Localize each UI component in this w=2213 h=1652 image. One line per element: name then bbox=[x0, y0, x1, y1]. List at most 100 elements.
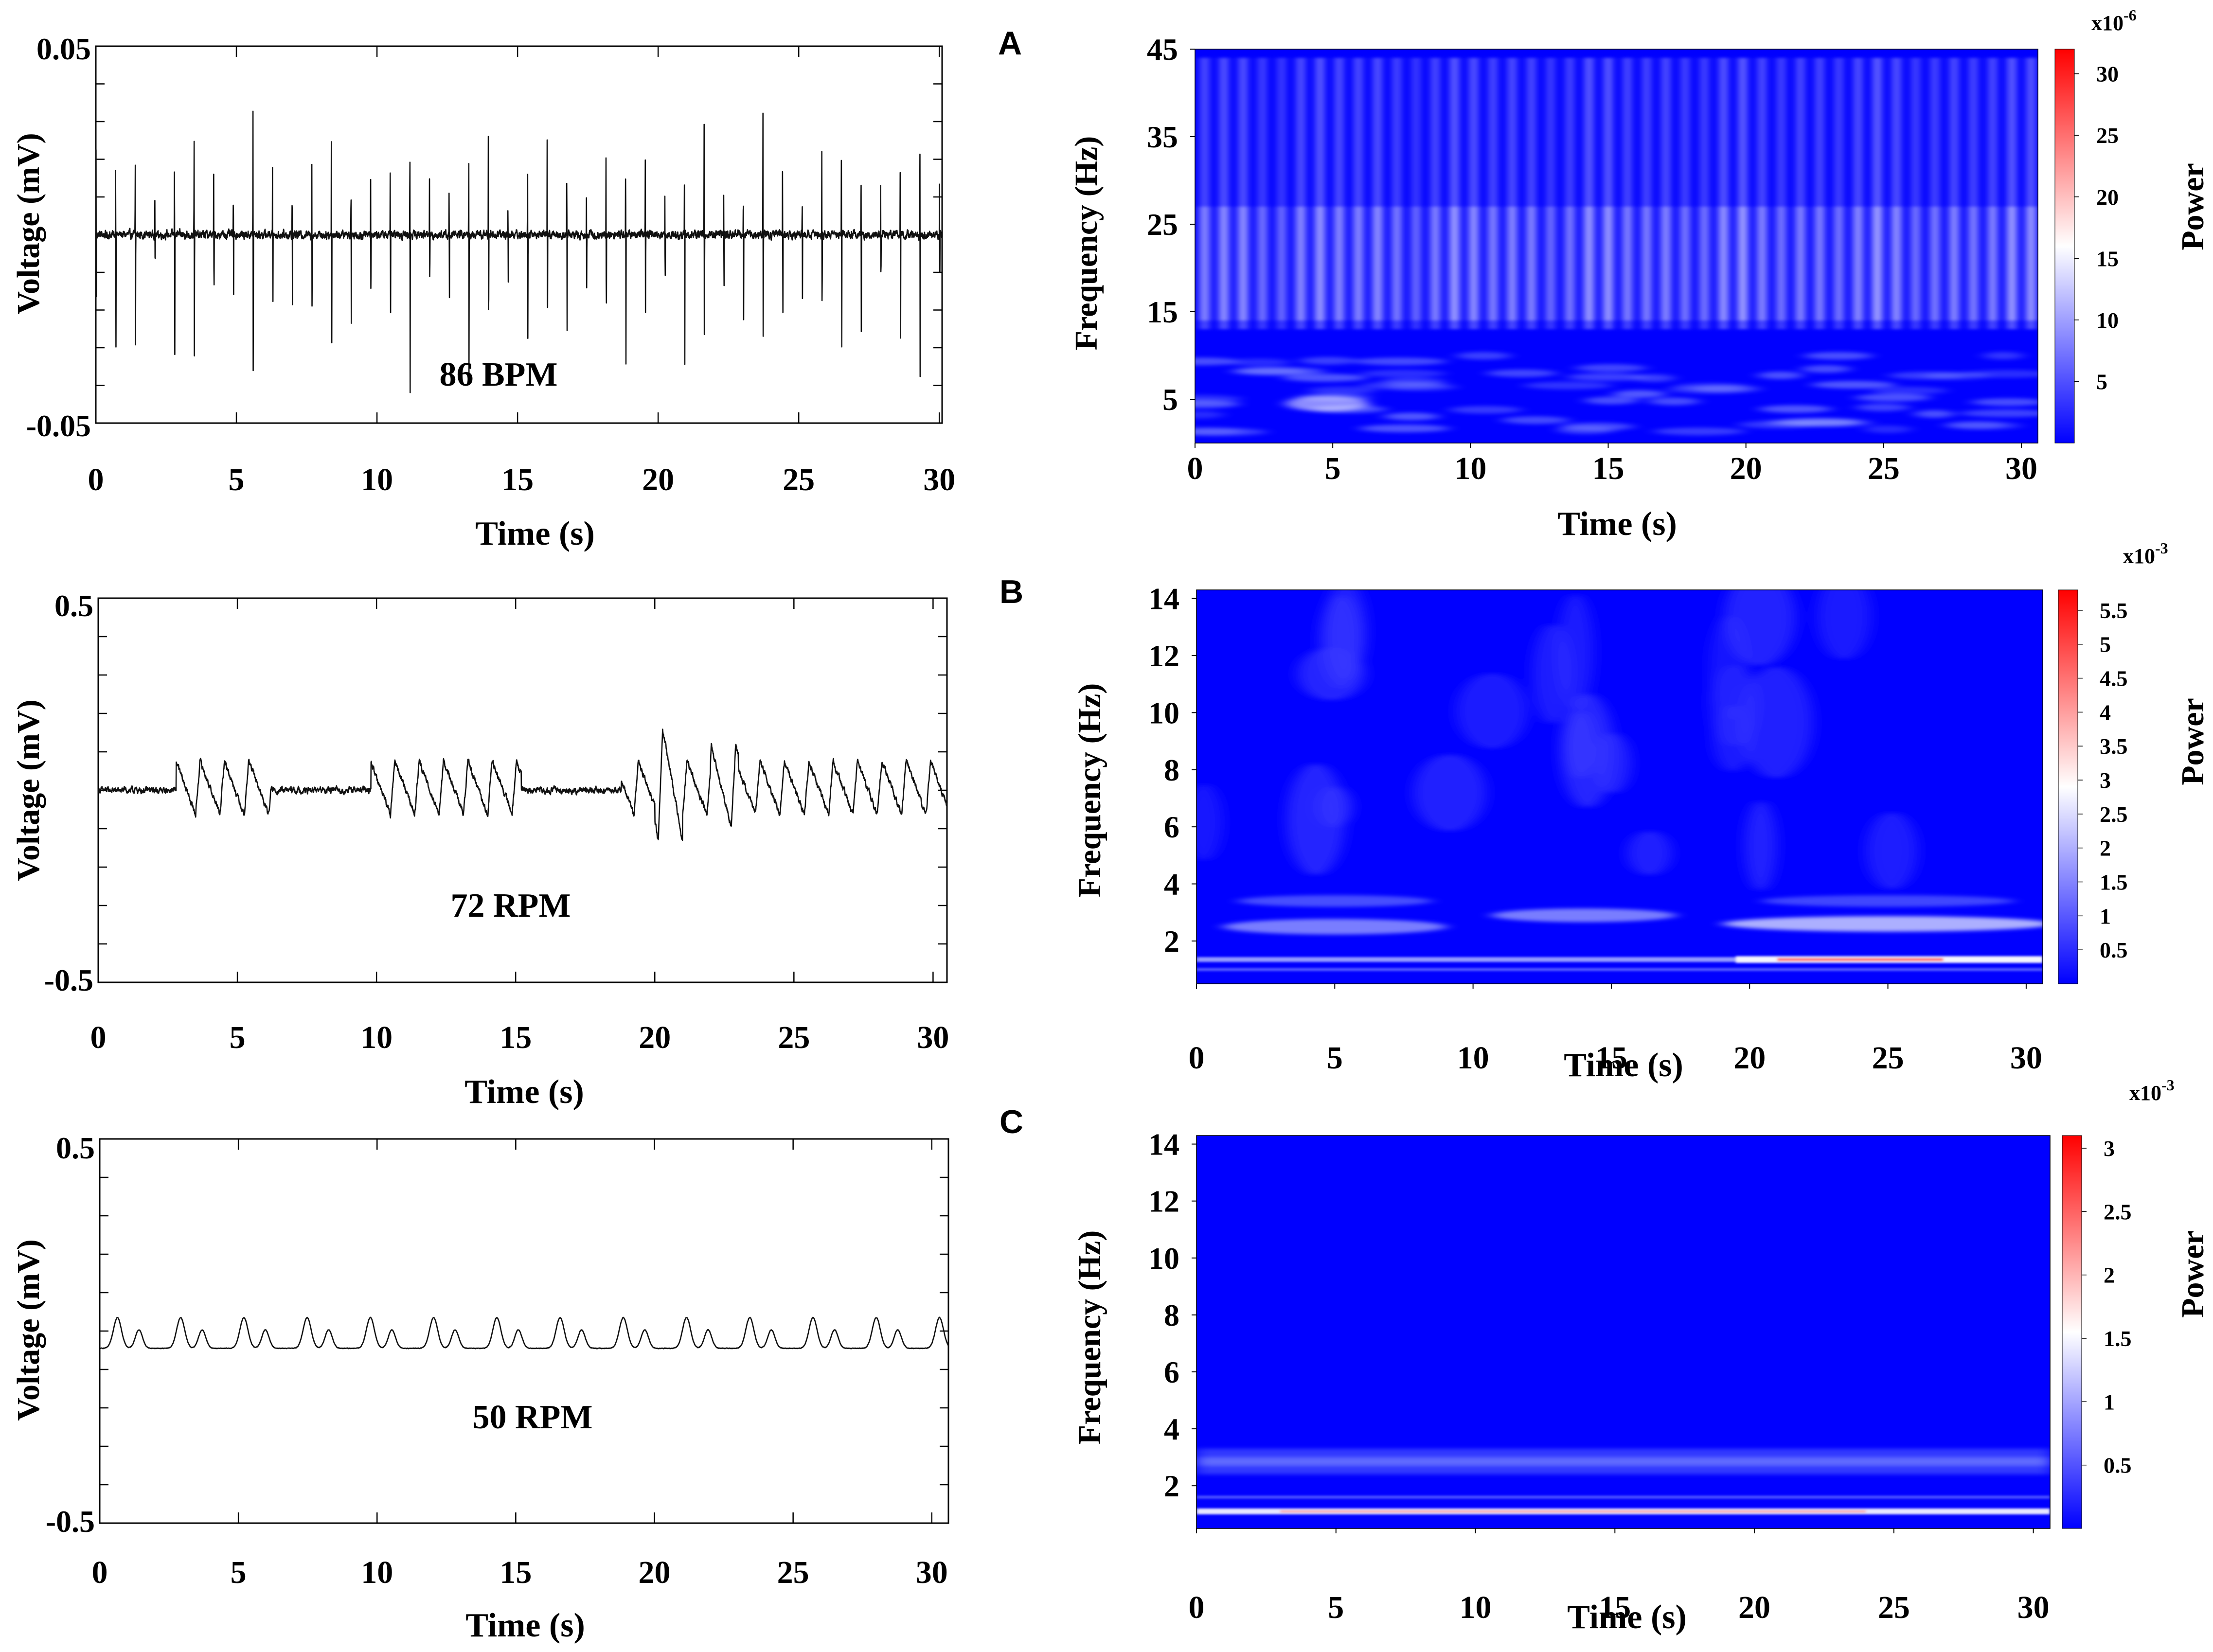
spectrogram-y-tick-label-c-1: 4 bbox=[1164, 1412, 1179, 1446]
spectrogram-stripe-a-33 bbox=[1836, 58, 1841, 329]
spectrogram-y-tick-label-b-6: 14 bbox=[1148, 582, 1179, 616]
spectrogram-y-tick-labels-a: 5 15 25 35 45 bbox=[1147, 32, 1178, 417]
spectrogram-x-tick-label-a-2: 10 bbox=[1454, 451, 1486, 486]
spectrogram-y-tick-label-c-3: 8 bbox=[1164, 1298, 1179, 1332]
spectrogram-stripe-a-12 bbox=[1432, 58, 1438, 329]
spectrogram-stripe-a-10 bbox=[1394, 58, 1399, 329]
spectrogram-stripe-core-a-25 bbox=[1680, 207, 1690, 320]
spectrogram-stripe-core-a-32 bbox=[1815, 207, 1824, 320]
spectrogram-line-b-2 bbox=[1196, 968, 2043, 971]
spectrogram-x-tick-label-c-3: 15 bbox=[1599, 1590, 1631, 1625]
spectrogram-x-tick-label-a-6: 30 bbox=[2005, 451, 2037, 486]
colorbar-exponent-power-a: -6 bbox=[2124, 6, 2137, 24]
spectrogram-stripe-core-a-43 bbox=[2026, 207, 2035, 320]
spectrogram-haze-b-20 bbox=[1324, 590, 1367, 681]
spectrogram-stripe-core-a-1 bbox=[1219, 207, 1229, 320]
spectrogram-y-tick-labels-b: 2 4 6 8 10 12 14 bbox=[1148, 582, 1179, 959]
spectrogram-noise-a-24 bbox=[1567, 373, 1646, 381]
colorbar-gradient-c bbox=[2062, 1135, 2082, 1529]
spectrogram-stripe-a-26 bbox=[1702, 58, 1707, 329]
colorbar-tick-label-a-0: 5 bbox=[2096, 369, 2107, 394]
spectrogram-stripe-core-a-26 bbox=[1700, 207, 1709, 320]
spectrogram-noise-a-47 bbox=[1759, 405, 1831, 413]
spectrogram-ticks-c bbox=[1192, 1143, 2034, 1533]
ecg-x-tick-label-c-1: 5 bbox=[231, 1555, 247, 1590]
colorbar-tick-label-b-6: 3.5 bbox=[2100, 734, 2128, 759]
ecg-annotation-a: 86 BPM bbox=[439, 356, 557, 393]
ecg-x-tick-label-b-5: 25 bbox=[778, 1020, 810, 1055]
spectrogram-stripe-a-30 bbox=[1779, 58, 1784, 329]
spectrogram-stripe-core-a-39 bbox=[1949, 207, 1959, 320]
spectrogram-stripe-core-a-15 bbox=[1488, 207, 1498, 320]
colorbar-exponent-power-b: -3 bbox=[2155, 539, 2168, 557]
spectrogram-stripe-core-a-12 bbox=[1430, 207, 1440, 320]
spectrogram-noise-a-5 bbox=[1229, 358, 1290, 367]
spectrogram-line-b-0 bbox=[1196, 957, 2043, 962]
spectrogram-stripe-a-19 bbox=[1567, 58, 1572, 329]
spectrogram-haze-b-18 bbox=[1532, 624, 1572, 724]
spectrogram-noise-a-56 bbox=[1359, 424, 1449, 432]
colorbar-tick-label-c-4: 2.5 bbox=[2104, 1199, 2132, 1224]
colorbar-tick-label-b-4: 2.5 bbox=[2100, 802, 2128, 827]
ecg-chart-a: 86 BPM 0 5 10 15 20 25 30 -0.05 0.05 Time (s) V… bbox=[11, 32, 955, 552]
spectrogram-fundamental-b bbox=[1196, 956, 2043, 971]
spectrogram-stripe-core-a-23 bbox=[1642, 207, 1651, 320]
spectrogram-fundamental-c bbox=[1196, 1495, 2050, 1514]
spectrogram-y-tick-label-b-3: 8 bbox=[1164, 753, 1179, 787]
spectrogram-stripe-core-a-42 bbox=[2007, 207, 2017, 320]
ecg-x-tick-label-c-2: 10 bbox=[361, 1555, 393, 1590]
ecg-xlabel-b: Time (s) bbox=[464, 1073, 584, 1111]
spectrogram-stripe-a-29 bbox=[1759, 58, 1765, 329]
spectrogram-ticks-a bbox=[1190, 49, 2022, 448]
panel-letter-a: A bbox=[998, 25, 1022, 62]
spectrogram-beat-stripes-a bbox=[1200, 58, 2035, 329]
spectrogram-frame-a bbox=[1195, 49, 2038, 444]
spectrogram-stripe-a-4 bbox=[1279, 58, 1284, 329]
spectrogram-noise-a-4 bbox=[1758, 371, 1803, 379]
spectrogram-noise-a-12 bbox=[1654, 427, 1745, 436]
ecg-x-tick-label-a-1: 5 bbox=[229, 462, 245, 497]
spectrogram-x-tick-label-b-0: 0 bbox=[1189, 1040, 1205, 1076]
ecg-y-tick-label-b-0: -0.5 bbox=[44, 963, 93, 997]
spectrogram-noise-a-50 bbox=[1948, 422, 2022, 430]
colorbar-tick-label-b-7: 4 bbox=[2100, 700, 2111, 725]
spectrogram-band-b-0 bbox=[1223, 919, 1447, 935]
spectrogram-noise-a-19 bbox=[1300, 356, 1356, 365]
colorbar-exponent-base-c: x10 bbox=[2129, 1081, 2161, 1105]
ecg-ticks-b bbox=[97, 598, 947, 982]
spectrogram-y-tick-label-b-5: 12 bbox=[1148, 639, 1179, 673]
spectrogram-stripe-core-a-34 bbox=[1854, 207, 1863, 320]
spectrogram-y-tick-label-c-0: 2 bbox=[1164, 1469, 1179, 1503]
spectrogram-stripe-a-0 bbox=[1202, 58, 1207, 329]
spectrogram-noise-a-52 bbox=[1633, 374, 1675, 382]
spectrogram-stripe-a-11 bbox=[1413, 58, 1419, 329]
spectrogram-noise-a-48 bbox=[1360, 381, 1446, 390]
colorbar-tick-label-a-5: 30 bbox=[2096, 62, 2119, 87]
spectrogram-noise-a-27 bbox=[1195, 395, 1241, 403]
colorbar-tick-label-a-2: 15 bbox=[2096, 246, 2119, 271]
spectrogram-x-tick-label-b-2: 10 bbox=[1457, 1040, 1489, 1076]
spectrogram-stripe-a-13 bbox=[1452, 58, 1457, 329]
ecg-y-tick-label-b-1: 0.5 bbox=[54, 588, 93, 623]
spectrogram-ylabel-a: Frequency (Hz) bbox=[1069, 136, 1104, 351]
spectrogram-ylabel-c: Frequency (Hz) bbox=[1072, 1230, 1107, 1445]
colorbar-tick-labels-c: 0.5 1 1.5 2 2.5 3 bbox=[2082, 1136, 2132, 1478]
spectrogram-y-tick-label-c-2: 6 bbox=[1164, 1355, 1179, 1389]
panel-b: 72 RPM 0 5 10 15 20 25 30 -0.50.5 Time (s) Vol… bbox=[11, 539, 2211, 1111]
spectrogram-noise-a-45 bbox=[1195, 427, 1243, 435]
ecg-x-tick-label-b-3: 15 bbox=[500, 1020, 532, 1055]
ecg-xlabel-a: Time (s) bbox=[475, 515, 595, 552]
ecg-x-tick-label-c-0: 0 bbox=[92, 1555, 108, 1590]
ecg-plot-frame-c bbox=[99, 1138, 949, 1524]
spectrogram-bands-c bbox=[1196, 1449, 2050, 1474]
ecg-xlabel-c: Time (s) bbox=[465, 1607, 585, 1644]
colorbar-tick-label-b-1: 1 bbox=[2100, 904, 2111, 928]
spectrogram-y-tick-label-a-2: 25 bbox=[1147, 207, 1178, 242]
colorbar-label-b: Power bbox=[2175, 698, 2211, 785]
spectrogram-x-tick-label-b-5: 25 bbox=[1872, 1040, 1904, 1076]
spectrogram-stripe-a-15 bbox=[1490, 58, 1496, 329]
spectrogram-stripe-core-a-30 bbox=[1777, 207, 1786, 320]
colorbar-exponent-b: x10-3 bbox=[2123, 539, 2168, 568]
spectrogram-x-tick-label-b-4: 20 bbox=[1733, 1040, 1766, 1076]
spectrogram-stripe-core-a-5 bbox=[1296, 207, 1305, 320]
